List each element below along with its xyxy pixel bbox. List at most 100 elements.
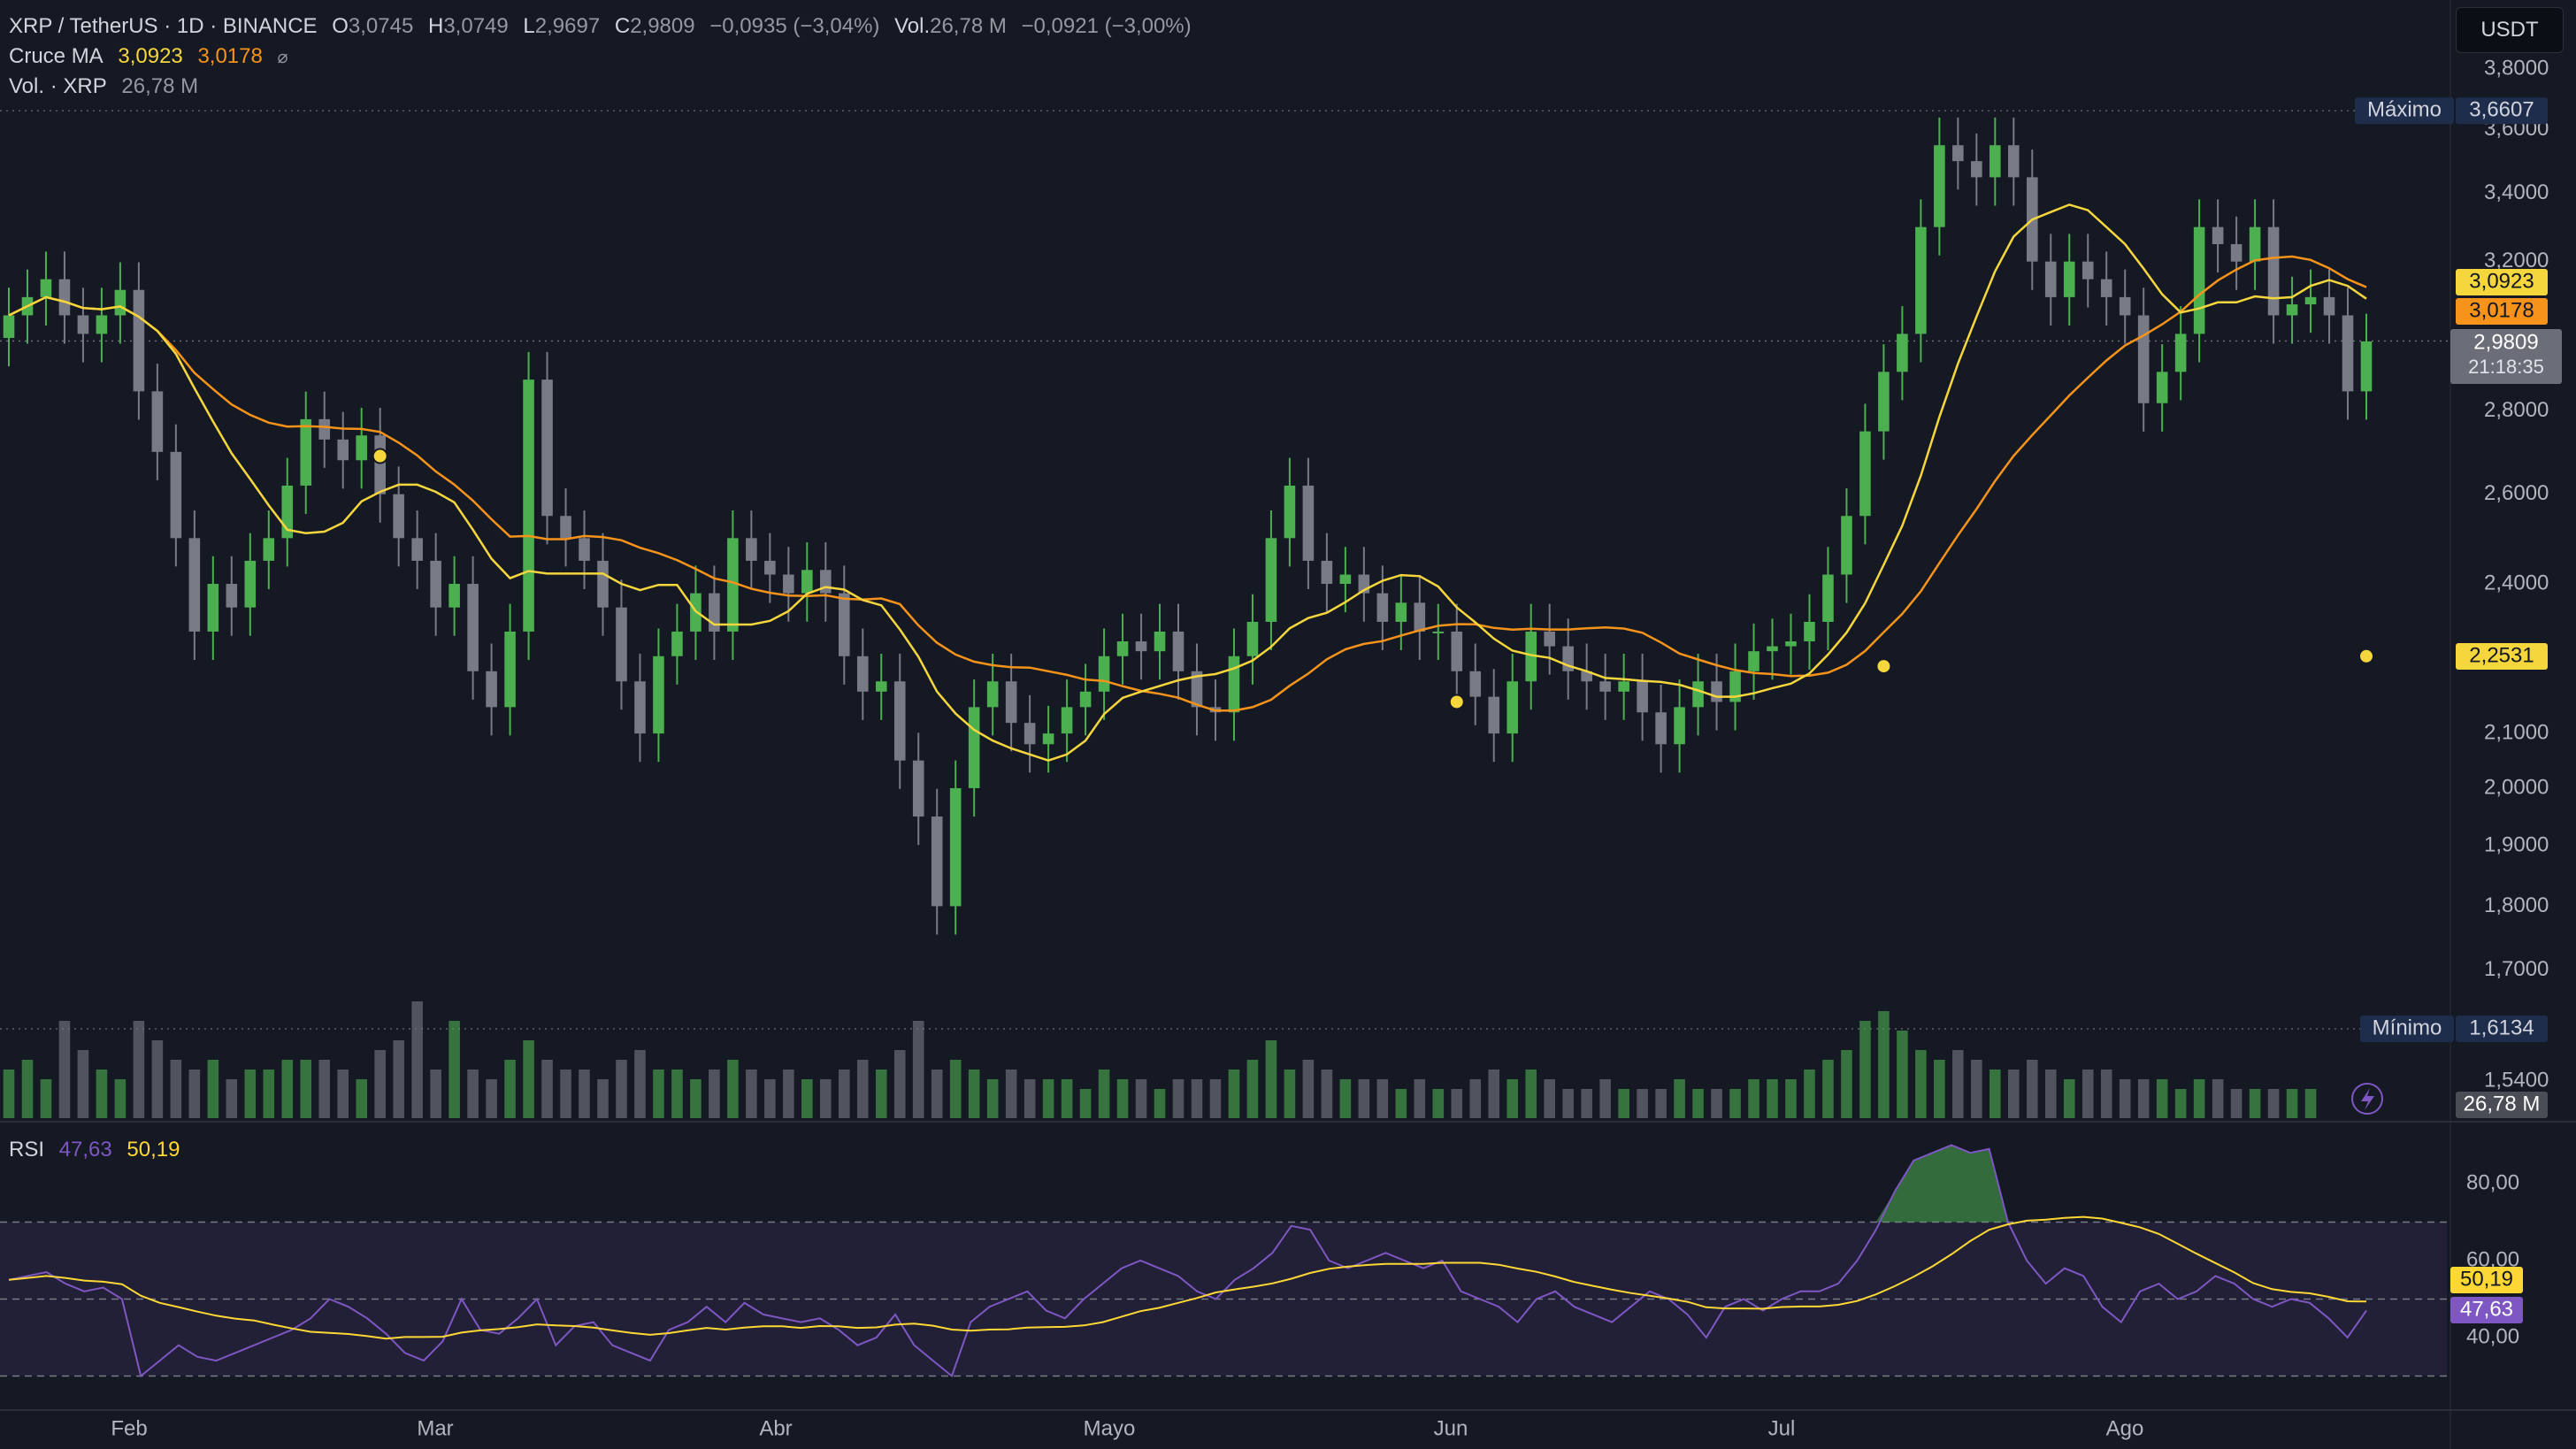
candle-body	[1376, 593, 1389, 622]
volume-bar	[1915, 1050, 1927, 1118]
candle-body	[2342, 315, 2354, 392]
volume-price-label: 26,78 M	[2464, 1092, 2541, 1116]
volume-bar	[244, 1070, 257, 1118]
volume-bar	[1729, 1089, 1741, 1118]
candle-body	[968, 707, 980, 788]
candle-body	[1079, 691, 1092, 708]
ma-slow-value: 3,0178	[197, 44, 263, 68]
volume-bar	[2249, 1089, 2261, 1118]
price-tick-label: 3,2000	[2484, 249, 2549, 272]
volume-label: Vol.	[894, 14, 931, 38]
candle-body	[1952, 145, 1964, 162]
volume-bar	[1488, 1070, 1500, 1118]
volume-bar	[486, 1079, 497, 1118]
volume-bar	[411, 1001, 423, 1118]
volume-bar	[616, 1060, 627, 1118]
volume-bar	[1990, 1070, 2001, 1118]
ma-legend[interactable]: Cruce MA 3,0923 3,0178 ⌀	[9, 44, 297, 69]
ma-fast-line	[8, 203, 2367, 763]
volume-bar	[783, 1070, 794, 1118]
volume-bar	[300, 1060, 312, 1118]
candle-body	[40, 279, 52, 297]
volume-bar	[226, 1079, 238, 1118]
volume-bar	[2267, 1089, 2280, 1118]
volume-bar	[114, 1079, 126, 1118]
candle-body	[671, 631, 683, 656]
candle-body	[541, 380, 553, 517]
candle-body	[263, 538, 275, 561]
rsi-ma-line	[8, 1215, 2367, 1340]
candle-body	[1897, 334, 1908, 372]
volume-bar	[2156, 1079, 2168, 1118]
candle-body	[1618, 681, 1629, 692]
candle-body	[1599, 681, 1611, 692]
candle-body	[2267, 226, 2280, 316]
candle-body	[1098, 656, 1110, 692]
volume-bar	[1172, 1079, 1184, 1118]
time-tick-label: Mayo	[1084, 1416, 1136, 1440]
volume-bar	[2008, 1070, 2020, 1118]
candle-body	[616, 607, 627, 682]
candle-body	[893, 681, 906, 761]
candle-body	[2323, 296, 2335, 316]
candle-body	[430, 560, 441, 608]
volume-bar	[448, 1021, 460, 1118]
cross-price-label: 2,2531	[2469, 643, 2534, 667]
candle-body	[58, 279, 71, 316]
volume-bar	[541, 1060, 553, 1118]
price-tick-label: 2,6000	[2484, 481, 2549, 505]
lightning-icon[interactable]	[2351, 1083, 2383, 1115]
candle-body	[504, 631, 516, 708]
volume-bar	[1544, 1079, 1555, 1118]
candle-body	[2174, 334, 2187, 372]
candle-body	[2119, 296, 2131, 316]
time-tick-label: Mar	[417, 1416, 453, 1440]
candle-body	[411, 538, 423, 561]
volume-bar	[1284, 1070, 1296, 1118]
candle-body	[1934, 145, 1945, 227]
price-tick-label: 1,8000	[2484, 893, 2549, 917]
candle-body	[2360, 341, 2373, 392]
candle-body	[912, 760, 924, 817]
candle-body	[1024, 723, 1036, 745]
volume-bar	[2063, 1079, 2075, 1118]
volume-bar	[2100, 1070, 2112, 1118]
volume-bar	[151, 1040, 164, 1118]
rsi-legend[interactable]: RSI 47,63 50,19	[9, 1138, 188, 1162]
candle-body	[579, 538, 590, 561]
candle-body	[801, 570, 813, 594]
currency-button[interactable]: USDT	[2456, 7, 2564, 53]
max-value-bg	[2456, 97, 2548, 125]
ma-fast-value: 3,0923	[118, 44, 183, 68]
volume-legend[interactable]: Vol. · XRP 26,78 M	[9, 74, 207, 99]
volume-bar	[1339, 1079, 1352, 1118]
candle-body	[2230, 244, 2242, 262]
volume-bar	[1098, 1070, 1110, 1118]
min-value: 1,6134	[2469, 1016, 2534, 1039]
volume-bar	[1265, 1040, 1277, 1118]
volume-bar	[1079, 1089, 1092, 1118]
candle-body	[356, 435, 367, 461]
volume-bar	[1878, 1011, 1890, 1118]
lightning-icon-bolt	[2361, 1088, 2374, 1110]
volume-bar	[1934, 1060, 1945, 1118]
volume-bar	[393, 1040, 404, 1118]
volume-bar	[2026, 1060, 2038, 1118]
volume-bar	[1804, 1070, 1815, 1118]
candle-body	[1804, 621, 1815, 642]
price-tick-label: 2,0000	[2484, 775, 2549, 799]
candle-body	[1451, 631, 1463, 671]
candle-body	[1990, 145, 2001, 178]
volume-bar	[188, 1070, 201, 1118]
candle-body	[1859, 431, 1871, 517]
candle-body	[1154, 631, 1166, 652]
hidden-eye-icon[interactable]: ⌀	[277, 48, 288, 67]
pair-title[interactable]: XRP / TetherUS · 1D · BINANCE	[9, 14, 318, 38]
candle-body	[2304, 296, 2317, 305]
low-value: 2,9697	[534, 14, 601, 38]
volume-bar	[1321, 1070, 1333, 1118]
volume-legend-name: Vol. · XRP	[9, 74, 107, 98]
volume-bar	[1246, 1060, 1259, 1118]
candle-body	[2082, 261, 2094, 280]
